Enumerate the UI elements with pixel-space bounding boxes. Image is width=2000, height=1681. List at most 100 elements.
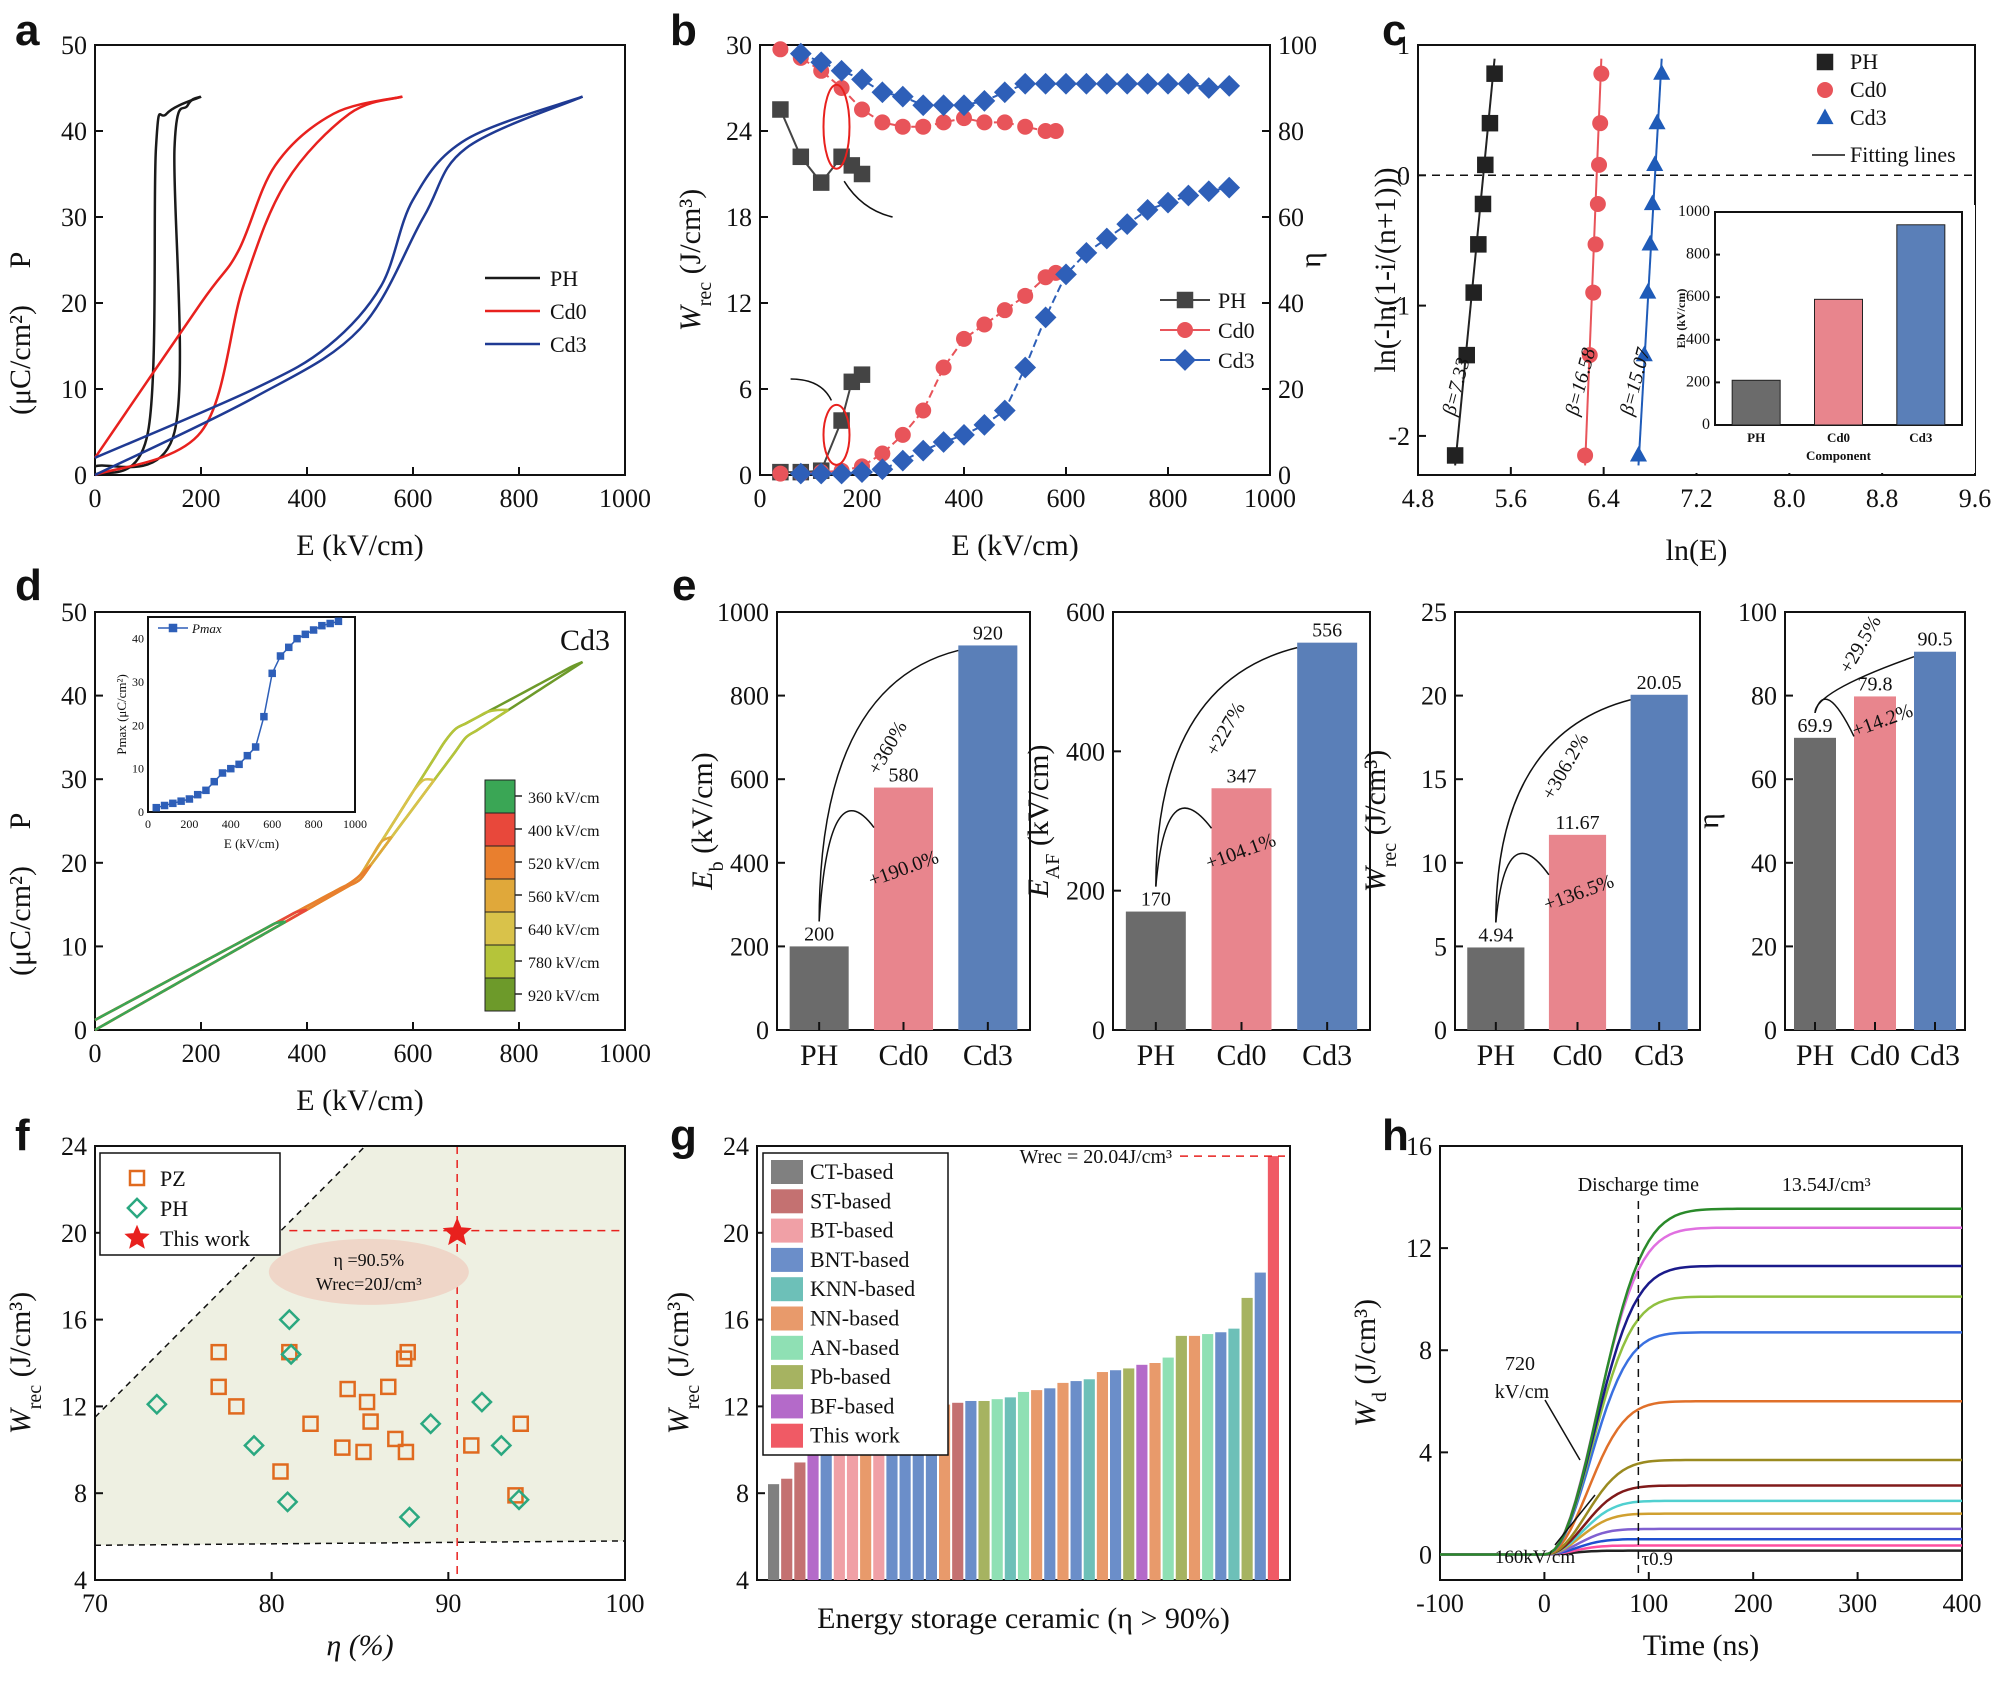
panel-a-xtick-label: 800 xyxy=(500,484,539,513)
panel-e3-ytick-label: 15 xyxy=(1421,765,1447,794)
f-point-PZ xyxy=(228,1398,245,1415)
b-eta-point-Cd0 xyxy=(854,101,870,118)
panel-d-ytick-label: 30 xyxy=(61,765,87,794)
e2-value-label: 347 xyxy=(1227,765,1257,787)
d-inset-legend-marker xyxy=(168,623,178,633)
panel-e4-ytick-label: 0 xyxy=(1764,1016,1777,1045)
g-legend-swatch xyxy=(771,1365,803,1390)
panel-a-xtick-label: 400 xyxy=(288,484,327,513)
f-legend-label-PH: PH xyxy=(160,1196,188,1221)
f-point-PZ xyxy=(512,1415,530,1433)
b-legend-marker-Cd3 xyxy=(1174,349,1196,371)
c-inset-ytick-label: 0 xyxy=(1702,416,1710,433)
b-eta-point-Cd3 xyxy=(1218,74,1241,97)
d-inset-ytick-label: 10 xyxy=(132,762,144,776)
f-point-PZ xyxy=(362,1413,379,1430)
b-eta-point-PH xyxy=(812,174,830,191)
panel-e1-ytick-label: 200 xyxy=(730,932,769,961)
e4-bar-Cd0 xyxy=(1854,696,1896,1030)
e3-bar-Cd0 xyxy=(1548,834,1607,1030)
b-eta-point-Cd0 xyxy=(874,114,891,131)
g-legend-label: ST-based xyxy=(810,1188,891,1213)
d-ylabel-unit: (μC/cm²) xyxy=(4,866,37,976)
e1-xtick-label: Cd0 xyxy=(878,1039,928,1072)
panel-c-xtick-label: 9.6 xyxy=(1959,484,1992,513)
d-inset-point xyxy=(268,669,276,678)
g-bar xyxy=(1123,1368,1135,1580)
f-point-PH xyxy=(398,1506,421,1528)
e2-bar-Cd3 xyxy=(1297,642,1358,1030)
panel-e3-ytick-label: 5 xyxy=(1434,932,1447,961)
d-inset-point xyxy=(334,617,343,626)
g-bar xyxy=(1162,1357,1174,1580)
b-eta-point-Cd3 xyxy=(1136,72,1159,95)
e1-ylabel: Eb (kV/cm) xyxy=(686,752,728,890)
b-eta-point-PH xyxy=(772,101,789,118)
e3-bar-Cd3 xyxy=(1630,694,1688,1030)
panel-d-xtick-label: 400 xyxy=(288,1039,327,1068)
c-inset-ytick-label: 1000 xyxy=(1678,203,1710,220)
b-wrec-point-Cd0 xyxy=(1017,287,1034,304)
h-field-low-label: 160kV/cm xyxy=(1495,1547,1575,1568)
panel-e3-ytick-label: 0 xyxy=(1434,1016,1447,1045)
d-inset-point xyxy=(293,634,301,643)
g-xlabel: Energy storage ceramic (η > 90%) xyxy=(817,1602,1230,1635)
d-loop-down-360 xyxy=(94,920,286,1022)
g-bar xyxy=(952,1402,964,1580)
panel-a-ytick-label: 0 xyxy=(74,461,87,490)
panel-e4-ytick-label: 20 xyxy=(1751,932,1777,961)
e4-xtick-label: PH xyxy=(1796,1039,1834,1072)
c-point-Cd0 xyxy=(1589,195,1606,212)
b-wrec-line-Cd3 xyxy=(800,186,1230,475)
panel-b-xtick-label: 0 xyxy=(754,484,767,513)
panel-h-ytick-label: 12 xyxy=(1406,1234,1432,1263)
g-bar xyxy=(1004,1397,1016,1580)
panel-e2-ytick-label: 400 xyxy=(1066,737,1105,766)
c-point-Cd3 xyxy=(1629,446,1648,462)
b-y2tick-label: 100 xyxy=(1278,31,1317,60)
a-ylabel-unit: (μC/cm²) xyxy=(4,305,37,415)
c-point-Cd3 xyxy=(1635,345,1653,362)
e1-xtick-label: PH xyxy=(800,1039,838,1072)
g-legend-swatch xyxy=(771,1306,803,1331)
g-bar xyxy=(886,1417,898,1580)
panel-f-xtick-label: 80 xyxy=(259,1589,285,1618)
panel-a-ytick-label: 30 xyxy=(61,203,87,232)
panel-e2-ytick-label: 200 xyxy=(1066,877,1105,906)
d-legend-label: 780 kV/cm xyxy=(528,955,600,972)
panel-g-ytick-label: 20 xyxy=(723,1219,749,1248)
a-loop-down-PH xyxy=(94,95,202,469)
panel-f-xtick-label: 90 xyxy=(435,1589,461,1618)
c-point-PH xyxy=(1477,156,1494,174)
c-legend-label-Cd0: Cd0 xyxy=(1850,77,1887,102)
f-point-PH xyxy=(471,1391,493,1413)
f-point-PZ xyxy=(355,1443,372,1461)
e2-bar-Cd0 xyxy=(1211,788,1272,1030)
g-legend-label: KNN-based xyxy=(810,1276,915,1301)
g-bar xyxy=(1215,1332,1227,1580)
panel-d-xtick-label: 800 xyxy=(500,1039,539,1068)
c-point-Cd0 xyxy=(1585,284,1602,301)
d-inset-ytick-label: 0 xyxy=(138,805,144,819)
f-point-PZ xyxy=(210,1378,227,1396)
panel-c-xtick-label: 8.0 xyxy=(1773,484,1806,513)
f-legend-marker-PZ xyxy=(128,1169,146,1187)
d-inset-ytick-label: 20 xyxy=(132,718,144,732)
c-point-PH xyxy=(1481,114,1499,132)
b-eta-point-Cd3 xyxy=(932,94,955,117)
c-inset-ytick-label: 600 xyxy=(1686,288,1710,305)
g-bar xyxy=(1031,1390,1043,1580)
d-inset-point xyxy=(326,619,334,628)
f-point-PZ xyxy=(334,1439,351,1456)
panel-d-ytick-label: 40 xyxy=(61,682,87,711)
d-inset-xlabel: E (kV/cm) xyxy=(224,836,279,851)
c-legend-label-PH: PH xyxy=(1850,49,1878,74)
panel-a-frame xyxy=(94,44,626,476)
d-inset-xtick-label: 0 xyxy=(145,817,151,831)
b-wrec-point-Cd0 xyxy=(915,402,932,419)
b-eta-point-Cd0 xyxy=(915,118,932,135)
e4-value-label: 90.5 xyxy=(1918,629,1953,651)
c-point-Cd3 xyxy=(1639,283,1657,299)
